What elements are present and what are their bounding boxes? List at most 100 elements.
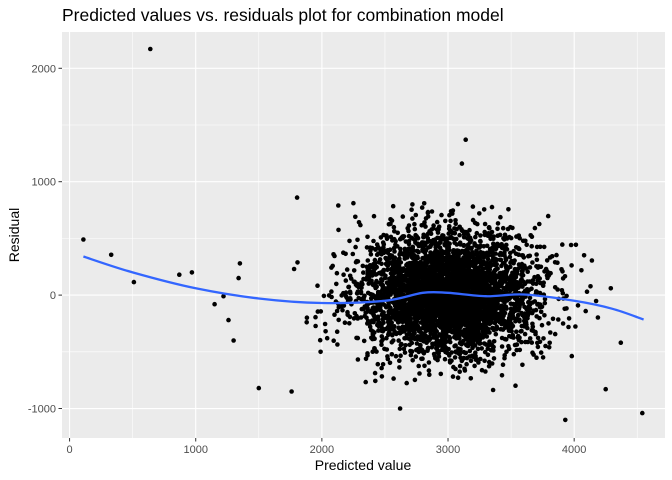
data-point (427, 257, 432, 262)
data-point (504, 247, 510, 252)
data-point (505, 267, 510, 272)
data-point (467, 327, 473, 333)
data-point (434, 301, 440, 306)
data-point (522, 315, 527, 320)
data-point (417, 270, 423, 276)
data-point (425, 214, 431, 219)
data-point (412, 226, 418, 232)
data-point (559, 267, 564, 272)
data-point (343, 251, 348, 257)
data-point (465, 343, 471, 349)
data-point (511, 335, 516, 340)
data-point (351, 316, 357, 321)
data-point (374, 284, 380, 290)
data-point (434, 313, 439, 319)
data-point (515, 283, 520, 288)
data-point (412, 377, 418, 383)
data-point (388, 281, 394, 287)
data-point (532, 274, 537, 280)
data-point (353, 282, 359, 287)
data-point (595, 315, 601, 320)
data-point (539, 322, 545, 328)
data-point (231, 338, 236, 343)
data-point (398, 353, 403, 359)
data-point (560, 242, 565, 247)
data-point (473, 234, 478, 240)
data-point (427, 312, 433, 317)
data-point (434, 249, 440, 254)
data-point (373, 247, 378, 252)
data-point (511, 275, 517, 281)
data-point (422, 322, 428, 328)
data-point (391, 325, 396, 331)
data-point (457, 369, 463, 375)
data-point (527, 265, 533, 270)
data-point (530, 350, 535, 356)
data-point (492, 283, 498, 288)
data-point (371, 213, 377, 219)
data-point (336, 227, 341, 233)
data-point (445, 245, 451, 251)
data-point (313, 314, 318, 320)
data-point (365, 258, 371, 263)
data-point (479, 367, 485, 373)
data-point (507, 333, 512, 339)
data-point (460, 357, 465, 362)
data-point (448, 209, 454, 214)
data-point (367, 278, 373, 283)
data-point (410, 326, 416, 332)
data-point (420, 293, 426, 299)
data-point (453, 218, 458, 223)
data-point (410, 268, 415, 273)
data-point (409, 335, 415, 341)
data-point (408, 317, 413, 323)
data-point (472, 252, 478, 257)
data-point (516, 245, 521, 251)
data-point (532, 225, 538, 231)
data-point (455, 201, 461, 207)
data-point (433, 240, 439, 246)
data-point (451, 364, 456, 370)
data-point (439, 248, 444, 253)
data-point (358, 315, 364, 320)
data-point (410, 358, 416, 363)
data-point (544, 258, 550, 263)
data-point (482, 221, 488, 227)
data-point (462, 319, 468, 325)
data-point (499, 344, 505, 349)
data-point (521, 255, 527, 260)
data-point (470, 204, 476, 209)
data-point (488, 348, 494, 353)
data-point (386, 332, 391, 338)
data-point (481, 244, 487, 249)
data-point (465, 243, 471, 248)
data-point (406, 282, 412, 288)
data-point (426, 273, 431, 279)
data-point (380, 362, 386, 367)
data-point (376, 319, 381, 325)
data-point (395, 291, 401, 297)
data-point (478, 356, 483, 362)
data-point (422, 247, 428, 253)
data-point (512, 303, 517, 309)
data-point (505, 284, 510, 289)
data-point (465, 232, 471, 238)
data-point (430, 317, 436, 323)
data-point (81, 237, 86, 242)
data-point (490, 253, 495, 259)
data-point (490, 246, 495, 252)
data-point (402, 307, 408, 313)
data-point (364, 277, 369, 282)
data-point (428, 244, 433, 249)
data-point (425, 210, 431, 216)
data-point (474, 283, 479, 289)
data-point (354, 291, 360, 296)
data-point (177, 272, 182, 278)
data-point (402, 350, 408, 355)
data-point (497, 319, 503, 325)
data-point (498, 273, 504, 279)
data-point (517, 347, 523, 353)
data-point (379, 365, 384, 371)
data-point (491, 327, 497, 333)
data-point (422, 363, 427, 369)
